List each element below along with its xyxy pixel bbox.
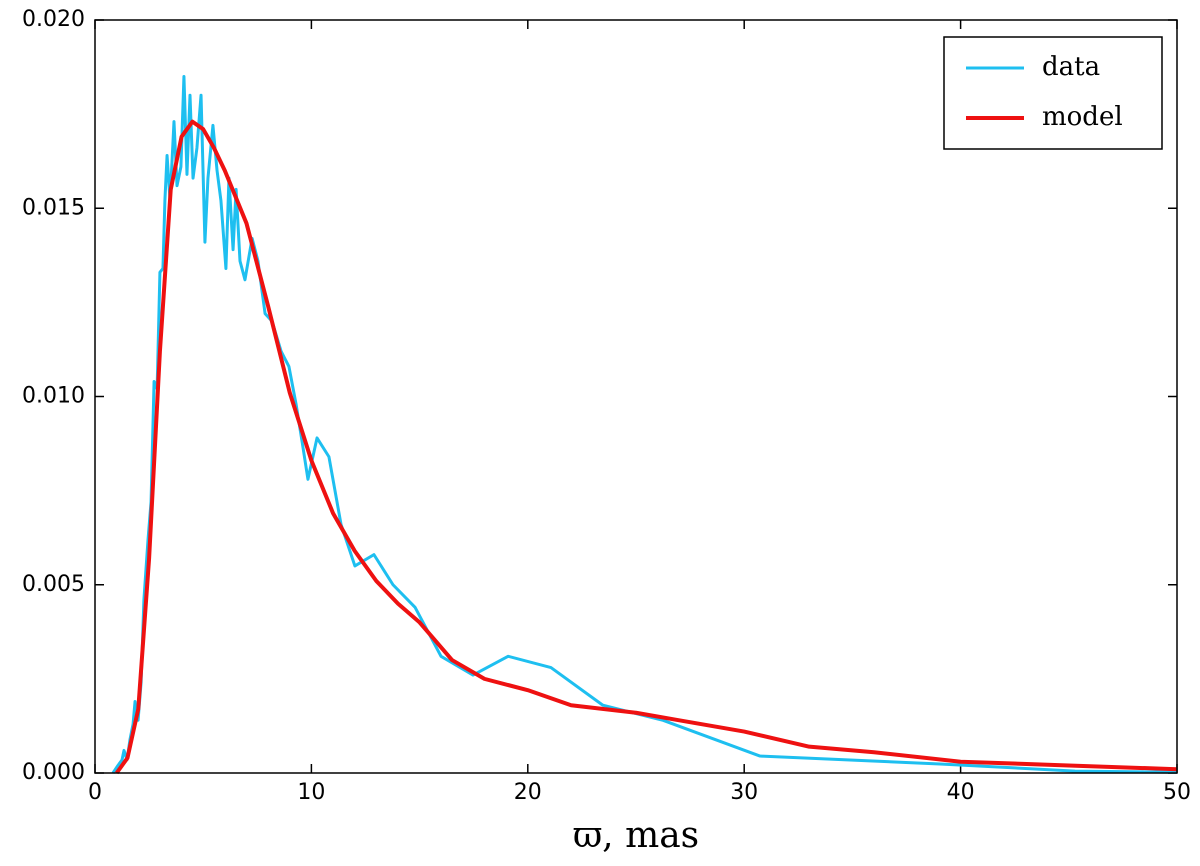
x-tick-label: 10	[297, 780, 325, 805]
y-tick-label: 0.005	[22, 572, 85, 597]
legend-box	[943, 36, 1163, 150]
x-tick-label: 20	[514, 780, 542, 805]
series-line	[111, 74, 1178, 774]
y-tick-label: 0.010	[22, 384, 85, 409]
x-axis-label: ϖ, mas	[573, 815, 699, 856]
x-tick-label: 40	[947, 780, 975, 805]
legend-label: data	[1042, 52, 1100, 82]
y-tick-label: 0.000	[22, 760, 85, 785]
y-tick-label: 0.015	[22, 195, 85, 220]
x-tick-label: 0	[88, 780, 102, 805]
plot-frame	[94, 19, 1178, 774]
x-tick-label: 30	[730, 780, 758, 805]
y-tick-label: 0.020	[22, 7, 85, 32]
series-line	[115, 119, 1178, 775]
x-tick-label: 50	[1163, 780, 1191, 805]
legend-label: model	[1042, 102, 1123, 132]
